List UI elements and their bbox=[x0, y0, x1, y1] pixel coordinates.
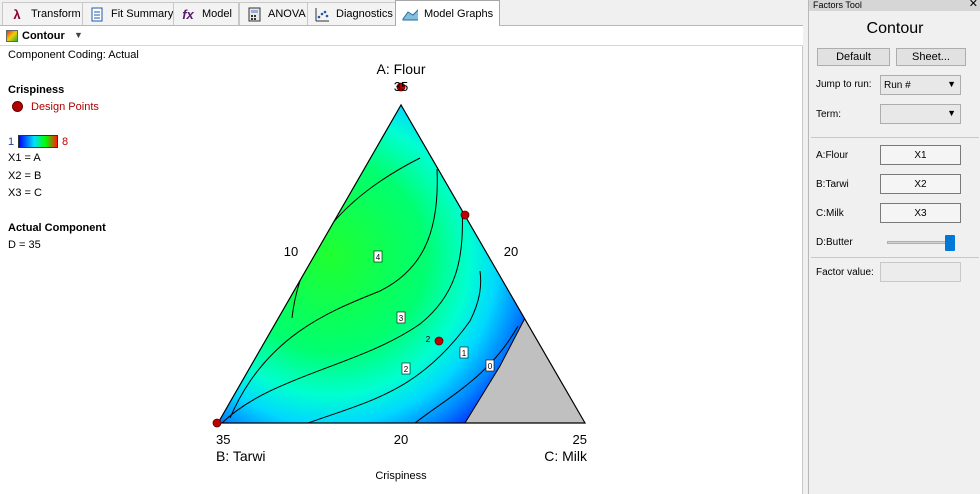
tab-transform[interactable]: λ Transform bbox=[2, 2, 88, 25]
term-label: Term: bbox=[816, 109, 841, 120]
jump-to-run-select[interactable]: Run # ▼ bbox=[880, 75, 961, 95]
component-coding: Component Coding: Actual bbox=[8, 49, 139, 61]
contour-icon bbox=[6, 30, 18, 42]
x3-mapping: X3 = C bbox=[8, 187, 42, 199]
factor-c-label: C:Milk bbox=[816, 208, 844, 219]
graph-area: Component Coding: Actual Crispiness Desi… bbox=[0, 46, 803, 494]
factor-c-axis-button[interactable]: X3 bbox=[880, 203, 961, 223]
vertex-label-left: B: Tarwi bbox=[216, 448, 266, 464]
tick-label-right-side: 20 bbox=[504, 244, 518, 259]
factor-b-label: B:Tarwi bbox=[816, 179, 849, 190]
dropdown-arrow-icon[interactable]: ▼ bbox=[74, 30, 83, 40]
fx-icon: fx bbox=[182, 6, 194, 22]
contour-line-3 bbox=[229, 168, 438, 419]
ternary-contour-plot[interactable]: 4 3 2 2 1 0 A: Flour 35 10 20 35 20 25 bbox=[0, 46, 803, 494]
vertex-label-top: A: Flour bbox=[376, 61, 425, 77]
contour-label: 0 bbox=[488, 362, 493, 371]
x2-mapping: X2 = B bbox=[8, 170, 42, 182]
contour-line-0 bbox=[464, 317, 526, 423]
x1-mapping: X1 = A bbox=[8, 152, 41, 164]
contour-button[interactable]: Contour bbox=[6, 28, 65, 44]
scale-max: 8 bbox=[62, 136, 69, 148]
default-button[interactable]: Default bbox=[817, 48, 890, 66]
design-point[interactable] bbox=[460, 210, 470, 220]
contour-label: 2 bbox=[404, 365, 409, 374]
scale-min: 1 bbox=[8, 136, 15, 148]
contour-line-2b bbox=[307, 270, 482, 423]
surface-icon bbox=[402, 6, 418, 22]
contour-label-box bbox=[373, 250, 383, 263]
factor-d-slider-thumb[interactable] bbox=[945, 235, 955, 251]
calculator-icon bbox=[246, 6, 262, 22]
tab-diagnostics[interactable]: Diagnostics bbox=[307, 2, 400, 25]
contour-line-2 bbox=[221, 205, 463, 423]
separator bbox=[811, 137, 979, 138]
design-point[interactable] bbox=[212, 418, 222, 428]
factors-tool-title: Contour bbox=[866, 20, 924, 37]
contour-label-box bbox=[485, 359, 495, 372]
factor-value-label: Factor value: bbox=[816, 267, 874, 278]
x-axis-title: Crispiness bbox=[375, 470, 427, 482]
sheet-button[interactable]: Sheet... bbox=[896, 48, 966, 66]
tick-label-right-bottom: 25 bbox=[573, 432, 587, 447]
tab-anova[interactable]: ANOVA bbox=[239, 2, 313, 25]
contour-label-box bbox=[401, 362, 411, 375]
term-select[interactable]: ▼ bbox=[880, 104, 961, 124]
contour-line-1 bbox=[414, 325, 519, 423]
factor-a-axis-button[interactable]: X1 bbox=[880, 145, 961, 165]
tick-label-left-side: 10 bbox=[284, 244, 298, 259]
close-icon[interactable]: ✕ bbox=[968, 0, 978, 10]
tab-fit-summary[interactable]: Fit Summary bbox=[82, 2, 181, 25]
factor-a-label: A:Flour bbox=[816, 150, 849, 161]
vertex-label-right: C: Milk bbox=[544, 448, 588, 464]
contour-label: 1 bbox=[462, 349, 467, 358]
actual-component-value: D = 35 bbox=[8, 239, 41, 251]
design-point-icon bbox=[12, 101, 23, 112]
lambda-icon: λ bbox=[13, 6, 21, 22]
factor-value-field[interactable] bbox=[880, 262, 961, 282]
tick-label-bottom-mid: 20 bbox=[394, 432, 408, 447]
tab-model-graphs[interactable]: Model Graphs bbox=[395, 0, 501, 27]
graph-toolbar: Contour ▼ bbox=[0, 26, 803, 46]
factor-d-slider-track[interactable] bbox=[887, 241, 953, 244]
factor-b-axis-button[interactable]: X2 bbox=[880, 174, 961, 194]
tab-model[interactable]: fx Model bbox=[173, 2, 239, 25]
factors-tool-panel: Factors Tool ✕ Contour Default Sheet... … bbox=[808, 0, 980, 494]
triangle-border bbox=[216, 103, 587, 424]
contour-label-box bbox=[459, 346, 469, 359]
tick-label-left-bottom: 35 bbox=[216, 432, 230, 447]
infeasible-region bbox=[465, 318, 585, 423]
color-scale-bar bbox=[18, 135, 58, 148]
design-point[interactable] bbox=[396, 82, 406, 92]
factors-tool-header: Factors Tool ✕ bbox=[809, 0, 980, 11]
contour-label: 2 bbox=[426, 335, 431, 344]
document-icon bbox=[89, 6, 105, 22]
contour-label: 4 bbox=[376, 253, 381, 262]
tick-label-top: 35 bbox=[394, 79, 408, 94]
chevron-down-icon: ▼ bbox=[947, 108, 956, 118]
contour-label: 3 bbox=[399, 314, 404, 323]
contour-label-box bbox=[396, 311, 406, 324]
design-points-label: Design Points bbox=[31, 101, 99, 113]
actual-component-title: Actual Component bbox=[8, 222, 106, 234]
jump-to-run-label: Jump to run: bbox=[816, 79, 872, 90]
response-name: Crispiness bbox=[8, 84, 65, 96]
separator bbox=[811, 257, 979, 258]
design-point[interactable] bbox=[434, 336, 444, 346]
chevron-down-icon: ▼ bbox=[947, 79, 956, 89]
scatter-icon bbox=[314, 6, 330, 22]
factor-d-label: D:Butter bbox=[816, 237, 853, 248]
tab-bar: λ Transform Fit Summary fx Model ANOVA D… bbox=[0, 0, 803, 27]
